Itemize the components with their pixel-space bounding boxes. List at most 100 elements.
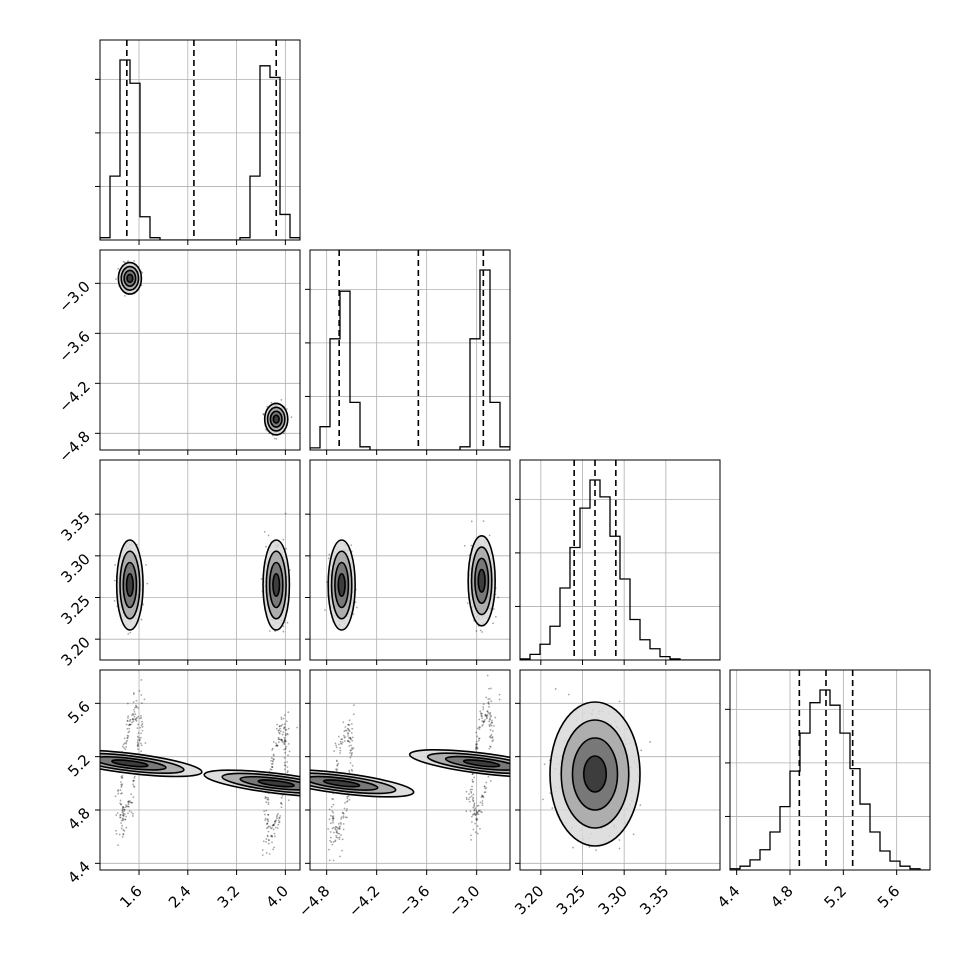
sample-point [273, 437, 276, 440]
sample-point [324, 609, 326, 611]
sample-point [287, 742, 290, 745]
sample-point [120, 819, 123, 822]
sample-point [468, 793, 470, 795]
sample-point [338, 838, 341, 841]
sample-point [497, 596, 500, 599]
pair-panel-0-1 [100, 250, 300, 450]
sample-point [475, 747, 478, 750]
sample-point [137, 742, 139, 745]
sample-point [283, 741, 286, 743]
sample-point [120, 783, 123, 786]
sample-point [280, 398, 283, 401]
sample-point [115, 278, 117, 281]
sample-point [490, 721, 493, 724]
sample-point [122, 806, 125, 809]
sample-point [127, 800, 129, 803]
sample-point [472, 780, 475, 783]
sample-point [270, 757, 273, 759]
contour-line [330, 550, 353, 620]
sample-point [132, 718, 135, 720]
hist-panel-frame [519, 459, 721, 661]
sample-point [334, 828, 337, 830]
sample-point [339, 740, 342, 743]
sample-point [121, 783, 124, 786]
sample-point [476, 810, 478, 813]
sample-point [481, 800, 484, 802]
x-tick-label: 4.0 [263, 882, 293, 912]
sample-point [488, 724, 491, 726]
sample-point [281, 723, 284, 726]
sample-point [489, 715, 492, 718]
sample-point [129, 723, 131, 726]
sample-point [480, 794, 483, 797]
sample-point [129, 800, 131, 803]
sample-point [342, 828, 345, 831]
sample-point [271, 766, 274, 768]
sample-point [281, 733, 284, 736]
sample-point [481, 795, 484, 798]
sample-point [131, 815, 134, 817]
sample-point [493, 724, 495, 727]
contour-line [123, 269, 137, 288]
sample-point [482, 723, 484, 726]
sample-point [267, 830, 270, 833]
x-tick-label: −3.6 [395, 882, 433, 920]
sample-point [477, 810, 480, 813]
contour-line [100, 749, 203, 778]
sample-point [129, 631, 132, 634]
sample-point [335, 834, 338, 837]
contour-line [115, 539, 144, 631]
sample-point [342, 721, 345, 724]
sample-point [122, 814, 125, 817]
sample-point [133, 777, 136, 779]
sample-point [588, 846, 591, 848]
sample-point [480, 811, 483, 814]
sample-point [332, 803, 335, 806]
sample-point [288, 750, 291, 753]
sample-point [340, 818, 342, 820]
sample-point [342, 812, 345, 815]
sample-point [287, 711, 290, 714]
sample-point [123, 808, 126, 811]
sample-point [125, 815, 128, 818]
sample-point [278, 817, 281, 819]
sample-point [342, 816, 345, 819]
pair-panel-frame [309, 669, 511, 871]
sample-point [283, 432, 285, 435]
sample-point [119, 799, 122, 802]
sample-point [351, 727, 354, 730]
sample-point [130, 811, 133, 814]
sample-point [140, 694, 143, 696]
sample-point [119, 781, 122, 783]
sample-point [481, 794, 484, 797]
sample-point [265, 838, 268, 840]
sample-point [484, 715, 487, 717]
sample-point [120, 827, 123, 830]
sample-point [123, 810, 125, 813]
sample-point [280, 738, 283, 741]
sample-point [278, 738, 281, 741]
x-tick-label: 5.6 [874, 882, 904, 912]
sample-point [278, 732, 281, 735]
contour-line [467, 535, 496, 627]
sample-point [347, 723, 350, 726]
sample-point [474, 748, 477, 751]
sample-point [347, 795, 350, 798]
sample-point [328, 808, 331, 811]
sample-point [489, 746, 492, 748]
sample-point [284, 747, 287, 750]
sample-point [120, 784, 123, 787]
sample-point [483, 720, 486, 723]
sample-point [266, 823, 268, 826]
sample-point [492, 739, 495, 742]
sample-point [470, 795, 473, 798]
sample-point [283, 742, 286, 745]
sample-point [121, 809, 124, 812]
sample-point [283, 739, 286, 742]
sample-point [280, 738, 283, 741]
hist-panel-frame [309, 249, 511, 451]
sample-point [481, 712, 483, 715]
sample-point [270, 759, 272, 762]
x-tick-label: 1.6 [116, 882, 146, 912]
